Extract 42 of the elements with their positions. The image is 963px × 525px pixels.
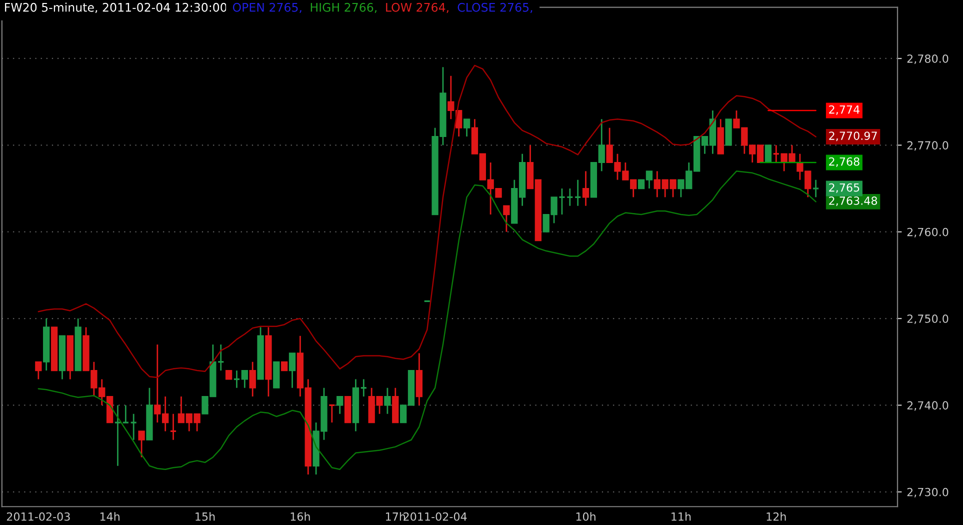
line-series — [38, 64, 816, 378]
x-tick-label: 12h — [766, 512, 786, 521]
x-tick-label: 14h — [100, 512, 120, 521]
data-label: 2,768 — [829, 157, 860, 167]
candlestick — [122, 404, 130, 424]
x-tick-label: 17h — [386, 512, 406, 521]
text: 2,765 — [829, 183, 860, 193]
x-tick-label: 2011-02-04 — [404, 512, 467, 521]
x-tick-label: 2011-02-03 — [6, 512, 70, 521]
candlestick — [336, 396, 344, 415]
data-label: 2,774 — [829, 105, 860, 115]
candlestick — [288, 352, 296, 389]
x-tick-label: 15h — [196, 512, 215, 521]
chart-title: FW20 5-minute, 2011-02-04 12:30:00 — [5, 2, 227, 14]
y-tick-label: 2,740.0 — [907, 401, 948, 411]
candlestick — [503, 205, 510, 233]
y-tick-label: 2,750.0 — [907, 314, 948, 324]
candlestick — [463, 118, 470, 138]
annotation: CLOSE 2765, — [458, 2, 532, 14]
candlestick — [35, 361, 42, 380]
y-tick-label: 2,730.0 — [907, 488, 948, 498]
candlestick — [114, 404, 122, 467]
candlestick — [384, 387, 391, 415]
candlestick — [764, 144, 772, 164]
candlestick — [582, 170, 590, 207]
y-tick-label: 2,770.0 — [907, 141, 948, 151]
y-tick-label: 2,780.0 — [907, 54, 948, 64]
line-series — [38, 170, 816, 470]
x-tick-label: 11h — [672, 512, 691, 521]
y-tick-label: 2,760.0 — [907, 228, 948, 238]
candlestick — [249, 361, 256, 398]
data-label: 2,770.97 — [829, 132, 877, 142]
x-tick-label: 10h — [576, 512, 596, 521]
annotation: LOW 2764, — [386, 2, 448, 14]
candlestick — [130, 413, 138, 441]
candlestick — [241, 370, 248, 389]
annotation: HIGH 2766, — [310, 2, 376, 14]
data-label: 2,763.48 — [829, 196, 878, 206]
candlestick — [812, 179, 820, 198]
annotation: OPEN 2765, — [232, 2, 302, 14]
candlestick — [138, 430, 145, 458]
x-tick-label: 16h — [290, 512, 310, 521]
